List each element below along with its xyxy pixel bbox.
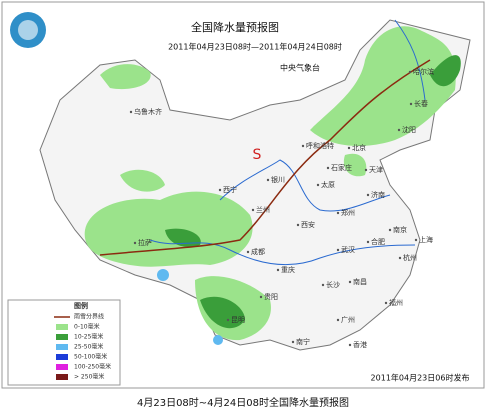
city-label: 兰州	[256, 205, 270, 214]
city-label: 长春	[414, 99, 428, 108]
legend-swatch	[56, 344, 68, 350]
city-dot	[218, 188, 222, 192]
precipitation-areas	[84, 26, 461, 345]
city-dot	[409, 102, 413, 106]
city-label: 贵阳	[264, 292, 278, 301]
city-label: 石家庄	[331, 163, 352, 172]
city-label: 长沙	[326, 280, 340, 289]
city-dot	[398, 256, 402, 260]
city-dot	[364, 168, 368, 172]
city-label: 天津	[369, 166, 383, 174]
city-label: 银川	[271, 175, 285, 184]
caption: 4月23日08时~4月24日08时全国降水量预报图	[137, 396, 349, 409]
city-dot	[296, 223, 300, 227]
city-dot	[408, 70, 412, 74]
legend-swatch	[56, 374, 68, 380]
city-label: 重庆	[281, 265, 295, 274]
city-label: 西安	[301, 220, 315, 229]
city-label: 昆明	[231, 316, 245, 324]
city-dot	[301, 144, 305, 148]
city-dot	[321, 283, 325, 287]
legend-label: 100-250毫米	[74, 363, 111, 371]
logo-inner	[18, 20, 38, 40]
city-label: 南昌	[353, 277, 367, 286]
legend-label: 雨雪分界线	[74, 313, 104, 321]
legend-label: 50-100毫米	[74, 353, 107, 361]
city-label: 郑州	[341, 209, 355, 217]
city-dot	[384, 301, 388, 305]
city-label: 香港	[353, 340, 367, 349]
city-label: 太原	[321, 180, 335, 189]
city-label: 北京	[352, 143, 366, 152]
city-label: 拉萨	[138, 238, 152, 247]
city-label: 西宁	[223, 185, 237, 194]
city-dot	[133, 241, 137, 245]
city-dot	[414, 238, 418, 242]
city-dot	[251, 208, 255, 212]
legend-swatch	[56, 324, 68, 330]
city-dot	[348, 343, 352, 347]
city-dot	[348, 280, 352, 284]
city-dot	[316, 183, 320, 187]
city-label: 广州	[341, 315, 355, 324]
legend-swatch	[56, 354, 68, 360]
legend: 图例 雨雪分界线 0-10毫米 10-25毫米 25-50毫米 50-100毫米 100-…	[7, 299, 121, 386]
city-dot	[397, 128, 401, 132]
city-dot	[366, 193, 370, 197]
city-label: 南京	[393, 225, 407, 234]
city-dot	[336, 318, 340, 322]
issuer: 中央气象台	[280, 63, 320, 73]
legend-title: 图例	[74, 301, 88, 310]
title: 全国降水量预报图	[191, 20, 279, 34]
legend-swatch	[56, 334, 68, 340]
city-label: 武汉	[341, 245, 355, 254]
symbol: S	[253, 147, 262, 163]
issued: 2011年04月23日06时发布	[371, 373, 470, 383]
city-dot	[336, 211, 340, 215]
legend-swatch	[56, 364, 68, 370]
legend-label: > 250毫米	[74, 373, 104, 381]
legend-label: 0-10毫米	[74, 323, 100, 331]
city-dot	[366, 240, 370, 244]
city-dot	[266, 178, 270, 182]
city-label: 沈阳	[402, 125, 416, 134]
city-dot	[326, 166, 330, 170]
city-label: 杭州	[403, 253, 417, 262]
legend-label: 25-50毫米	[74, 343, 103, 351]
legend-label: 10-25毫米	[74, 333, 103, 341]
city-label: 上海	[419, 235, 433, 244]
city-dot	[291, 340, 295, 344]
city-dot	[347, 146, 351, 150]
rain-snow-line	[99, 59, 431, 256]
city-label: 哈尔滨	[413, 67, 434, 76]
city-label: 呼和浩特	[306, 141, 334, 150]
city-label: 福州	[389, 298, 403, 307]
city-dot	[259, 295, 263, 299]
city-dot	[129, 110, 133, 114]
city-label: 乌鲁木齐	[134, 107, 162, 116]
city-dot	[336, 248, 340, 252]
city-dot	[276, 268, 280, 272]
city-label: 济南	[371, 190, 385, 199]
city-dot	[246, 250, 250, 254]
city-dot	[388, 228, 392, 232]
city-label: 成都	[251, 247, 265, 256]
city-dot	[226, 318, 230, 322]
rivers	[149, 19, 426, 266]
city-label: 南宁	[296, 337, 310, 346]
subtitle: 2011年04月23日08时—2011年04月24日08时	[168, 42, 342, 52]
city-label: 合肥	[371, 237, 385, 246]
